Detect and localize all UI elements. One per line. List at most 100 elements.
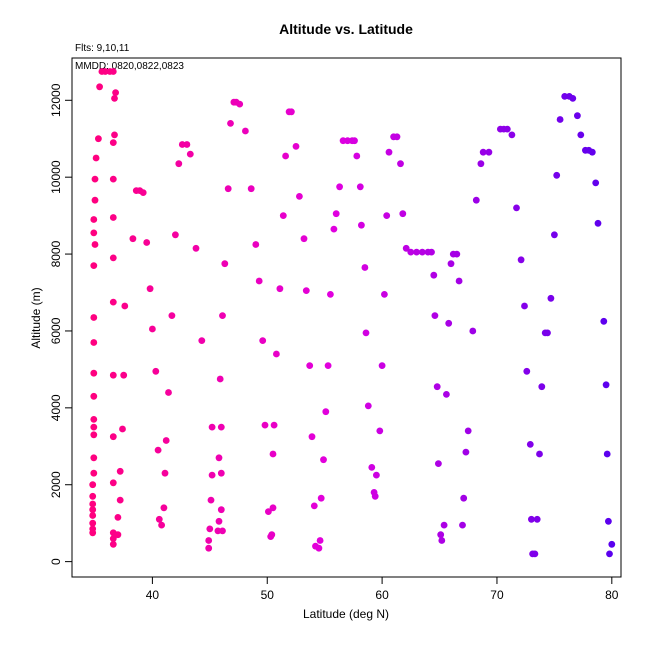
data-point	[119, 425, 126, 433]
data-point	[594, 219, 602, 227]
data-point	[217, 423, 225, 431]
data-point	[469, 327, 477, 335]
data-point	[302, 287, 310, 294]
data-point	[317, 494, 325, 502]
data-point	[146, 285, 154, 293]
data-point	[556, 116, 564, 123]
data-point	[479, 148, 487, 156]
data-point	[208, 471, 216, 479]
y-tick-label: 8000	[49, 240, 63, 267]
data-point	[259, 337, 267, 344]
data-point	[485, 148, 493, 156]
data-point	[373, 471, 380, 479]
data-point	[215, 454, 223, 462]
data-point	[435, 460, 442, 467]
y-axis-label: Altitude (m)	[29, 287, 43, 348]
data-point	[95, 135, 102, 143]
data-point	[152, 367, 160, 375]
data-point	[109, 254, 117, 262]
data-point	[279, 212, 287, 220]
data-point	[433, 383, 441, 391]
data-point	[111, 95, 118, 102]
data-point	[332, 210, 340, 218]
data-point	[606, 550, 613, 558]
data-point	[186, 150, 194, 158]
data-point	[385, 148, 393, 156]
data-point	[92, 154, 100, 162]
data-point	[517, 256, 525, 264]
data-point	[273, 350, 280, 358]
data-point	[89, 519, 97, 527]
data-point	[464, 427, 472, 435]
data-point	[111, 131, 118, 139]
data-point	[90, 339, 98, 346]
data-point	[165, 389, 172, 396]
data-point	[402, 244, 410, 252]
data-point	[330, 225, 338, 233]
data-point	[351, 137, 358, 145]
y-tick-label: 10000	[49, 160, 63, 194]
data-point	[121, 302, 129, 310]
data-point	[381, 291, 388, 298]
data-point	[158, 521, 166, 529]
data-point	[438, 537, 446, 544]
data-point	[440, 521, 448, 529]
data-point	[139, 189, 147, 197]
x-axis-label: Latitude (deg N)	[303, 607, 389, 621]
data-point	[89, 525, 97, 533]
data-point	[90, 431, 98, 439]
data-point	[90, 392, 98, 400]
data-point	[371, 492, 379, 500]
data-point	[91, 241, 99, 248]
data-point	[89, 506, 97, 514]
x-tick-label: 40	[146, 588, 160, 602]
data-point	[397, 160, 404, 168]
data-point	[553, 171, 561, 179]
x-tick-label: 70	[490, 588, 504, 602]
data-point	[269, 504, 277, 512]
data-point	[168, 312, 176, 319]
data-point	[162, 437, 170, 444]
data-point	[362, 329, 370, 337]
data-point	[172, 231, 179, 239]
data-point	[383, 212, 391, 220]
data-point	[112, 89, 119, 96]
data-point	[600, 317, 608, 325]
data-point	[90, 216, 98, 223]
data-point	[247, 185, 255, 193]
data-point	[89, 492, 97, 500]
data-point	[378, 362, 386, 369]
data-point	[588, 148, 596, 156]
data-point	[460, 494, 468, 502]
data-point	[227, 120, 234, 127]
data-point	[551, 231, 558, 239]
y-axis: 0 2000 4000 6000 8000 10000 12000	[49, 83, 72, 565]
data-point	[322, 408, 330, 416]
data-point	[208, 423, 216, 431]
data-point	[513, 204, 520, 212]
data-point	[605, 517, 612, 525]
data-point	[459, 521, 466, 529]
data-point	[207, 496, 215, 504]
data-point	[608, 540, 616, 548]
data-point	[376, 427, 384, 435]
data-point	[437, 531, 445, 539]
data-point	[215, 517, 223, 525]
data-point	[431, 312, 439, 319]
data-point	[336, 183, 343, 191]
data-point	[306, 362, 314, 369]
data-point	[526, 441, 534, 448]
data-point	[114, 531, 122, 539]
data-point	[109, 535, 117, 542]
data-point	[154, 446, 162, 454]
data-point	[523, 367, 531, 375]
data-point	[206, 525, 214, 533]
data-point	[129, 235, 137, 243]
data-point	[447, 260, 455, 268]
data-point	[149, 325, 156, 333]
data-point	[443, 391, 450, 398]
data-point	[288, 108, 295, 116]
data-point	[602, 381, 610, 389]
y-tick-label: 0	[49, 558, 63, 565]
flights-note: Flts: 9,10,11	[75, 43, 130, 54]
